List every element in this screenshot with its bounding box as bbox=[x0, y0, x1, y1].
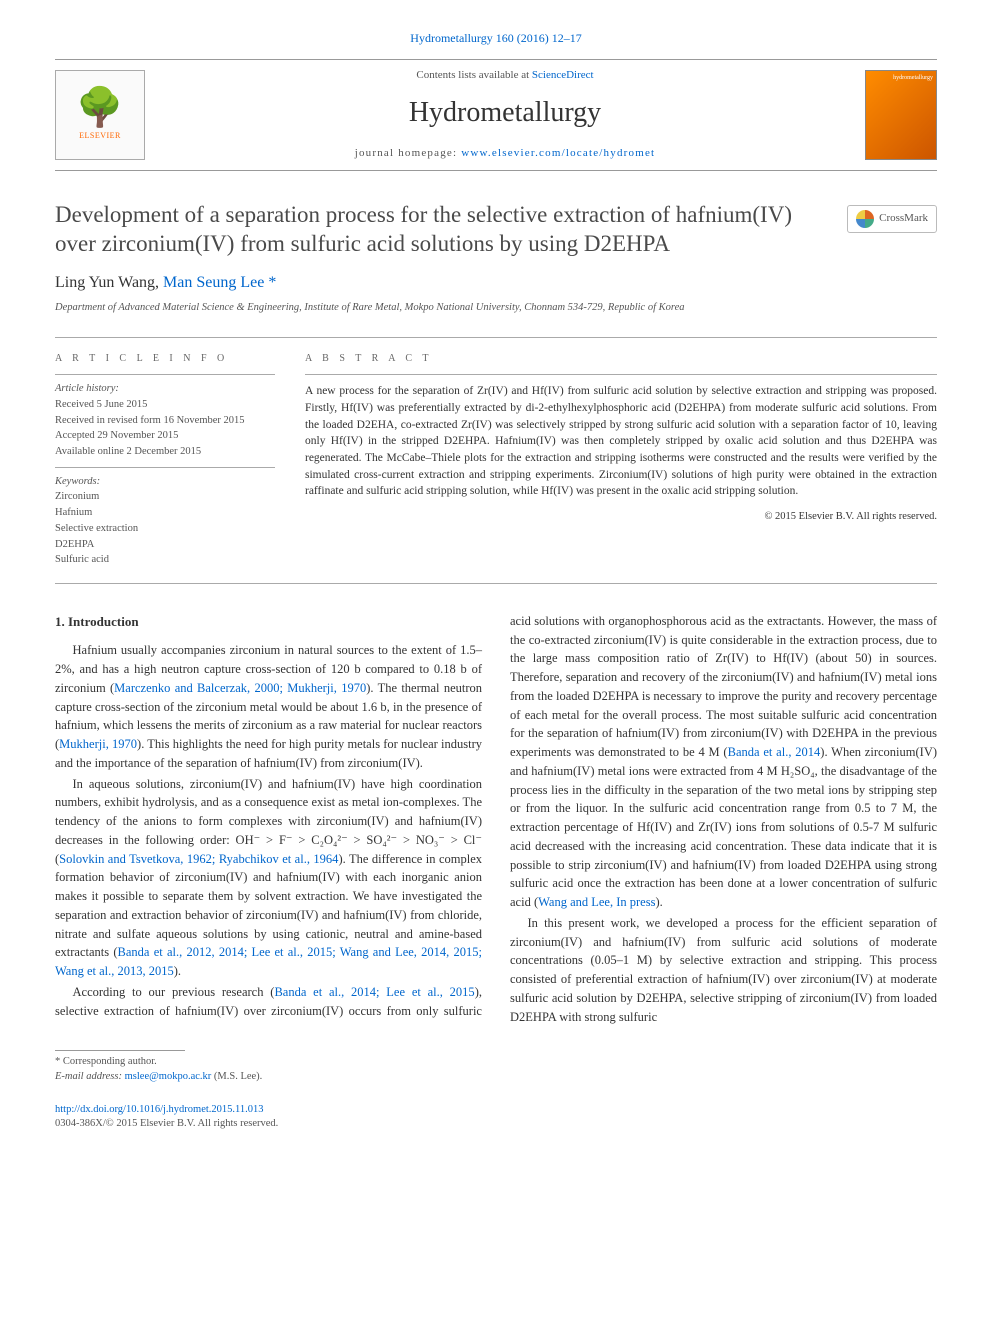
article-info-column: A R T I C L E I N F O Article history: R… bbox=[55, 352, 275, 569]
keywords-label: Keywords: bbox=[55, 475, 275, 490]
citation-link[interactable]: Wang and Lee, In press bbox=[538, 895, 655, 909]
citation-link[interactable]: Banda et al., 2014 bbox=[728, 745, 821, 759]
info-divider-top bbox=[55, 374, 275, 375]
info-abstract-row: A R T I C L E I N F O Article history: R… bbox=[55, 337, 937, 584]
cover-title-text: hydrometallurgy bbox=[893, 74, 933, 82]
article-title: Development of a separation process for … bbox=[55, 201, 815, 259]
elsevier-tree-icon: 🌳 bbox=[76, 89, 123, 127]
issn-copyright-line: 0304-386X/© 2015 Elsevier B.V. All right… bbox=[55, 1118, 278, 1129]
keyword: Selective extraction bbox=[55, 522, 275, 537]
homepage-link[interactable]: www.elsevier.com/locate/hydromet bbox=[461, 147, 655, 159]
abstract-text: A new process for the separation of Zr(I… bbox=[305, 383, 937, 500]
elsevier-brand-text: ELSEVIER bbox=[79, 130, 121, 141]
body-text: According to our previous research ( bbox=[73, 985, 275, 999]
corresponding-author-note: * Corresponding author. bbox=[55, 1055, 937, 1070]
body-paragraph: Hafnium usually accompanies zirconium in… bbox=[55, 641, 482, 772]
article-history: Article history: Received 5 June 2015 Re… bbox=[55, 382, 275, 459]
keyword: Hafnium bbox=[55, 506, 275, 521]
author-list: Ling Yun Wang, Man Seung Lee * bbox=[55, 272, 937, 294]
doi-block: http://dx.doi.org/10.1016/j.hydromet.201… bbox=[55, 1103, 937, 1132]
email-suffix: (M.S. Lee). bbox=[211, 1071, 262, 1082]
author-2-link[interactable]: Man Seung Lee bbox=[163, 274, 264, 291]
body-text: ). The difference in complex formation b… bbox=[55, 852, 482, 960]
journal-cover-thumbnail[interactable]: hydrometallurgy bbox=[865, 70, 937, 160]
history-online: Available online 2 December 2015 bbox=[55, 445, 275, 460]
keywords-block: Keywords: Zirconium Hafnium Selective ex… bbox=[55, 475, 275, 568]
contents-avail-text: Contents lists available at bbox=[416, 69, 531, 81]
keyword: Sulfuric acid bbox=[55, 553, 275, 568]
page-footer: * Corresponding author. E-mail address: … bbox=[55, 1050, 937, 1132]
keyword: D2EHPA bbox=[55, 538, 275, 553]
corresponding-mark-link[interactable]: * bbox=[268, 274, 276, 291]
body-text: ). bbox=[655, 895, 662, 909]
affiliation: Department of Advanced Material Science … bbox=[55, 301, 937, 316]
article-body: 1. Introduction Hafnium usually accompan… bbox=[55, 612, 937, 1027]
abstract-copyright: © 2015 Elsevier B.V. All rights reserved… bbox=[305, 510, 937, 525]
journal-name: Hydrometallurgy bbox=[145, 93, 865, 132]
body-text: In this present work, we developed a pro… bbox=[510, 916, 937, 1024]
body-paragraph: In this present work, we developed a pro… bbox=[510, 914, 937, 1027]
sciencedirect-link[interactable]: ScienceDirect bbox=[532, 69, 594, 81]
journal-ref-link[interactable]: Hydrometallurgy 160 (2016) 12–17 bbox=[410, 31, 581, 45]
history-accepted: Accepted 29 November 2015 bbox=[55, 429, 275, 444]
journal-reference: Hydrometallurgy 160 (2016) 12–17 bbox=[55, 30, 937, 47]
citation-link[interactable]: Solovkin and Tsvetkova, 1962; Ryabchikov… bbox=[59, 852, 338, 866]
info-divider-mid bbox=[55, 467, 275, 468]
history-revised: Received in revised form 16 November 201… bbox=[55, 414, 275, 429]
doi-link[interactable]: http://dx.doi.org/10.1016/j.hydromet.201… bbox=[55, 1104, 264, 1115]
contents-available: Contents lists available at ScienceDirec… bbox=[145, 68, 865, 83]
keyword: Zirconium bbox=[55, 490, 275, 505]
email-link[interactable]: mslee@mokpo.ac.kr bbox=[125, 1071, 212, 1082]
citation-link[interactable]: Banda et al., 2012, 2014; Lee et al., 20… bbox=[55, 945, 482, 978]
footnote-rule bbox=[55, 1050, 185, 1051]
article-info-heading: A R T I C L E I N F O bbox=[55, 352, 275, 366]
abstract-column: A B S T R A C T A new process for the se… bbox=[305, 352, 937, 569]
body-text: ). When zirconium(IV) and hafnium(IV) me… bbox=[510, 745, 937, 909]
journal-homepage: journal homepage: www.elsevier.com/locat… bbox=[145, 146, 865, 161]
abstract-heading: A B S T R A C T bbox=[305, 352, 937, 366]
corresponding-email-line: E-mail address: mslee@mokpo.ac.kr (M.S. … bbox=[55, 1070, 937, 1085]
homepage-label: journal homepage: bbox=[355, 147, 462, 159]
citation-link[interactable]: Mukherji, 1970 bbox=[59, 737, 137, 751]
body-text: ). bbox=[174, 964, 181, 978]
email-label: E-mail address: bbox=[55, 1071, 125, 1082]
body-paragraph: In aqueous solutions, zirconium(IV) and … bbox=[55, 775, 482, 981]
citation-link[interactable]: Banda et al., 2014; Lee et al., 2015 bbox=[274, 985, 474, 999]
journal-header: 🌳 ELSEVIER Contents lists available at S… bbox=[55, 59, 937, 171]
author-1: Ling Yun Wang bbox=[55, 274, 155, 291]
abstract-rule bbox=[305, 374, 937, 375]
crossmark-label: CrossMark bbox=[879, 211, 928, 226]
crossmark-icon bbox=[856, 210, 874, 228]
elsevier-logo[interactable]: 🌳 ELSEVIER bbox=[55, 70, 145, 160]
crossmark-badge[interactable]: CrossMark bbox=[847, 205, 937, 233]
history-label: Article history: bbox=[55, 382, 275, 397]
header-center: Contents lists available at ScienceDirec… bbox=[145, 68, 865, 162]
history-received: Received 5 June 2015 bbox=[55, 398, 275, 413]
section-heading-intro: 1. Introduction bbox=[55, 612, 482, 632]
citation-link[interactable]: Marczenko and Balcerzak, 2000; Mukherji,… bbox=[114, 681, 366, 695]
